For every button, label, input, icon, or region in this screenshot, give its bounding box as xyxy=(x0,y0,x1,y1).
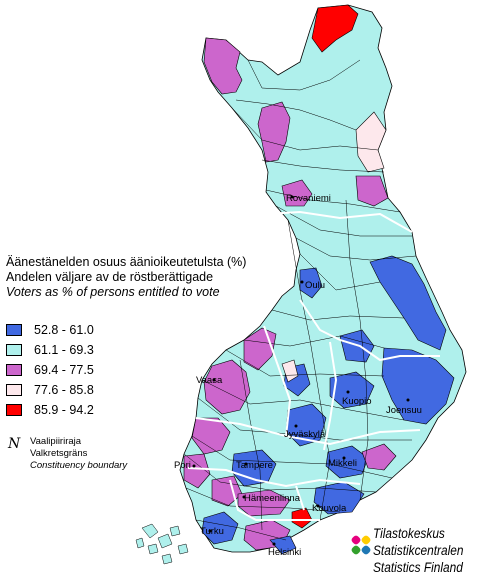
legend-swatch-2 xyxy=(6,344,22,356)
city-dot-oulu xyxy=(300,280,304,284)
municipality-lines xyxy=(183,59,417,541)
legend-item-5: 85.9 - 94.2 xyxy=(6,403,94,417)
constituency-boundaries xyxy=(187,210,440,521)
city-dot-turku xyxy=(208,529,212,533)
legend-item-4: 77.6 - 85.8 xyxy=(6,383,94,397)
boundary-line-icon: N xyxy=(8,436,21,452)
city-label-oulu: Oulu xyxy=(305,280,326,291)
region-utsjoki xyxy=(311,4,359,53)
city-label-mikkeli: Mikkeli xyxy=(328,458,358,469)
legend-label-5: 85.9 - 94.2 xyxy=(34,403,94,417)
boundary-label-en: Constituency boundary xyxy=(30,460,128,471)
region-lapland-east xyxy=(355,111,387,173)
legend-swatch-4 xyxy=(6,384,22,396)
brand-english: Statistics Finland xyxy=(373,560,463,575)
city-dot-pori xyxy=(192,464,196,468)
city-label-hameenlinna: Hämeenlinna xyxy=(244,493,300,504)
region-rovaniemi xyxy=(281,179,313,207)
region-oulu xyxy=(299,267,323,299)
city-label-pori: Pori xyxy=(174,460,191,471)
legend-item-3: 69.4 - 77.5 xyxy=(6,363,94,377)
city-label-helsinki: Helsinki xyxy=(268,547,302,558)
legend-swatch-5 xyxy=(6,404,22,416)
city-dot-joensuu xyxy=(406,398,410,402)
region-east-kainuu xyxy=(369,255,447,351)
legend-label-4: 77.6 - 85.8 xyxy=(34,383,94,397)
region-lapland-se xyxy=(355,175,389,207)
legend-label-1: 52.8 - 61.0 xyxy=(34,323,94,337)
city-dot-mikkeli xyxy=(342,456,346,460)
city-dot-jyvaskyla xyxy=(294,424,298,428)
region-pori xyxy=(183,453,211,489)
city-label-jyvaskyla: Jyväskylä xyxy=(284,429,326,440)
city-dot-hameenlinna xyxy=(242,495,246,499)
boundary-label-fi: Vaalipiiriraja xyxy=(30,436,82,447)
city-label-kouvola: Kouvola xyxy=(312,503,347,514)
city-dot-rovaniemi xyxy=(290,195,294,199)
title-english: Voters as % of persons entitled to vote xyxy=(6,285,220,299)
city-label-rovaniemi: Rovaniemi xyxy=(286,193,331,204)
title-swedish: Andelen väljare av de röstberättigade xyxy=(6,270,214,284)
region-helsinki xyxy=(269,535,297,555)
legend-item-2: 61.1 - 69.3 xyxy=(6,343,94,357)
brand-finnish: Tilastokeskus xyxy=(373,526,445,541)
title-finnish: Äänestänelden osuus äänioikeutetulsta (%… xyxy=(6,255,247,269)
legend-label-2: 61.1 - 69.3 xyxy=(34,343,94,357)
city-dot-vaasa xyxy=(212,378,216,382)
region-coast-pink xyxy=(281,359,299,383)
legend-label-3: 69.4 - 77.5 xyxy=(34,363,94,377)
region-kuopio xyxy=(329,371,375,409)
city-label-tampere: Tampere xyxy=(236,460,273,471)
city-dot-kouvola xyxy=(316,504,320,508)
city-dots xyxy=(192,195,410,546)
legend-swatch-1 xyxy=(6,324,22,336)
region-savonlinna xyxy=(361,443,397,471)
city-dot-helsinki xyxy=(272,542,276,546)
legend-item-1: 52.8 - 61.0 xyxy=(6,323,94,337)
region-turku xyxy=(201,511,239,545)
boundary-label-sv: Valkretsgräns xyxy=(30,448,88,459)
city-dot-kuopio xyxy=(346,390,350,394)
city-label-kuopio: Kuopio xyxy=(342,396,372,407)
brand-swedish: Statistikcentralen xyxy=(373,543,464,558)
city-dot-tampere xyxy=(244,462,248,466)
city-label-turku: Turku xyxy=(200,526,224,537)
city-label-vaasa: Vaasa xyxy=(196,375,223,386)
region-ostrobothnia-coast xyxy=(203,359,251,415)
aland-islands xyxy=(135,523,189,565)
legend-swatch-3 xyxy=(6,364,22,376)
region-ostrobothnia-south xyxy=(191,417,231,455)
city-label-joensuu: Joensuu xyxy=(386,405,422,416)
region-northwest-arm xyxy=(203,37,243,95)
statistics-finland-logo xyxy=(351,535,371,555)
